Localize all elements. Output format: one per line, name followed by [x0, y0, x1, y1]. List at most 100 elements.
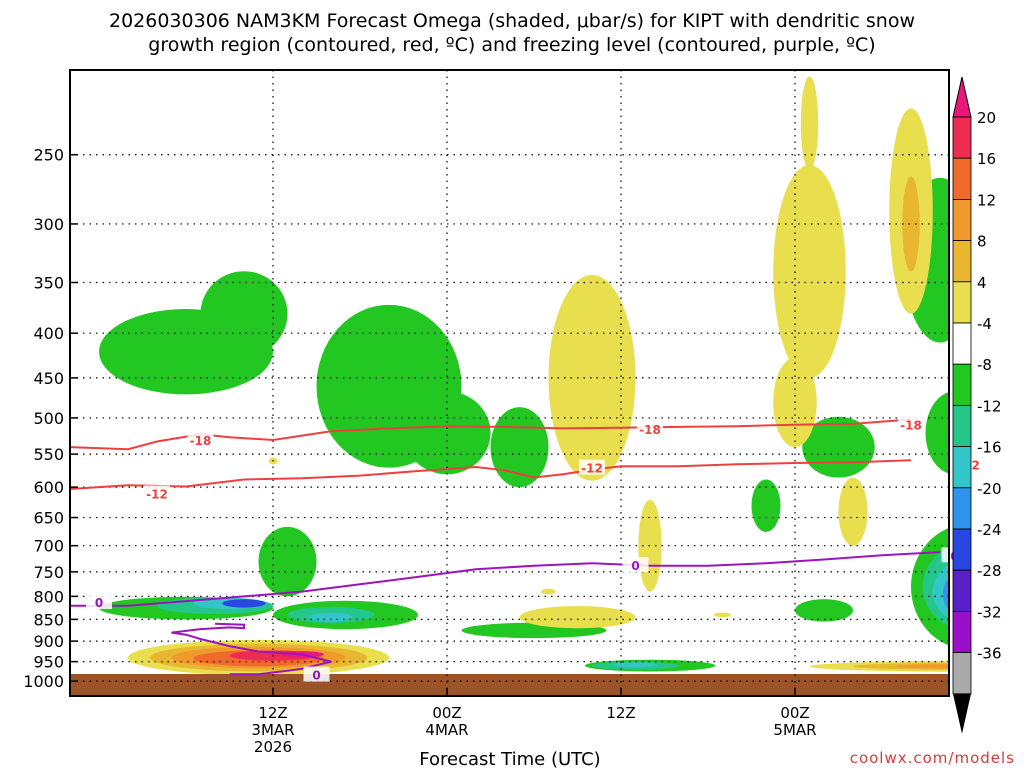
colorbar-label-4: 4	[977, 274, 987, 292]
contour-label-0-1: 0	[631, 559, 639, 573]
x-tick-label-18-1: 4MAR	[425, 721, 468, 739]
contour-label-bg-0-1	[637, 421, 663, 437]
contour-label-bg-3-0	[303, 666, 330, 682]
colorbar-label-8: -16	[977, 439, 1002, 457]
omega-region-29	[932, 564, 949, 619]
omega-region-24	[795, 599, 853, 622]
omega-region-62	[896, 664, 949, 669]
colorbar-label-10: -24	[977, 521, 1002, 539]
colorbar-label-5: -4	[977, 315, 992, 333]
omega-region-4	[403, 391, 491, 475]
colorbar-legend: 20 16 12 8 4 -4 -8 -12 -16 -20 -24 -28 -32 -36	[952, 76, 1002, 734]
contour-label--18-2: -18	[900, 419, 922, 433]
colorbar-swatch-12	[952, 611, 972, 654]
y-tick-label-350: 350	[33, 273, 64, 292]
y-tick-label-950: 950	[33, 653, 64, 672]
colorbar-label-7: -12	[977, 397, 1002, 415]
contour-label--12-0: -12	[146, 487, 168, 501]
omega-region-19	[309, 612, 353, 622]
contour-label-bg-0-0	[187, 432, 214, 448]
x-axis-label: Forecast Time (UTC)	[419, 749, 600, 768]
colorbar-swatch-8	[952, 446, 972, 489]
chart-title-line-2: growth region (contoured, red, ºC) and f…	[148, 34, 875, 56]
omega-region-30	[942, 577, 949, 611]
colorbar-swatch-11	[952, 569, 972, 612]
contour-label--18-0: -18	[190, 434, 212, 448]
y-tick-label-700: 700	[33, 537, 64, 556]
colorbar-swatch-13	[952, 652, 972, 695]
y-tick-label-550: 550	[33, 445, 64, 464]
x-tick-label-6-0: 12Z	[258, 704, 287, 722]
colorbar-label-2: 12	[977, 191, 996, 209]
colorbar-label-3: 8	[977, 233, 987, 251]
omega-region-38	[584, 374, 629, 461]
y-tick-label-650: 650	[33, 509, 64, 528]
colorbar-label-11: -28	[977, 562, 1002, 580]
credit-text: coolwx.com/models	[850, 749, 1015, 767]
y-tick-label-850: 850	[33, 610, 64, 629]
colorbar-swatch-6	[952, 363, 972, 406]
y-tick-label-600: 600	[33, 478, 64, 497]
contour-label-bg-2-0	[86, 594, 112, 610]
colorbar-label-6: -8	[977, 356, 992, 374]
colorbar-swatch-7	[952, 404, 972, 447]
omega-region-5	[490, 407, 549, 488]
colorbar-swatch-2	[952, 198, 972, 241]
y-tick-label-400: 400	[33, 324, 64, 343]
x-tick-label-6-2: 2026	[254, 738, 292, 756]
x-tick-label-6-1: 3MAR	[251, 721, 294, 739]
omega-region-39	[773, 165, 846, 378]
colorbar-label-1: 16	[977, 150, 996, 168]
plot-border	[69, 69, 950, 697]
omega-region-36	[638, 499, 662, 592]
omega-region-7	[751, 479, 781, 532]
contour-0	[70, 551, 941, 607]
omega-region-52	[541, 588, 556, 595]
omega-region-49	[800, 76, 819, 170]
colorbar-label-12: -32	[977, 603, 1002, 621]
colorbar-swatch-3	[952, 240, 972, 283]
colorbar-swatch-5	[952, 322, 972, 365]
y-tick-label-750: 750	[33, 563, 64, 582]
contour-0-lower	[171, 622, 332, 676]
ground-surface	[70, 674, 949, 696]
colorbar-top-arrow	[952, 76, 972, 118]
gridlines	[70, 70, 949, 696]
contour-label-bg-1-1	[579, 459, 605, 475]
y-tick-label-900: 900	[33, 632, 64, 651]
colorbar-swatch-4	[952, 281, 972, 324]
contour-label-bg-2-1	[622, 557, 649, 573]
y-tick-label-450: 450	[33, 369, 64, 388]
contour-label--12-1: -12	[581, 462, 603, 476]
x-tick-label-30-0: 12Z	[606, 704, 635, 722]
contour-layer: -18-18-18-12-12-120000	[69, 416, 982, 683]
omega-region-41	[838, 477, 868, 546]
colorbar-swatch-0	[952, 116, 972, 159]
omega-region-15	[222, 599, 266, 608]
y-tick-label-250: 250	[33, 146, 64, 165]
omega-region-11	[925, 392, 949, 474]
contour-label-0-lower-0: 0	[312, 669, 320, 683]
colorbar-swatch-9	[952, 487, 972, 530]
y-axis-ticks: 250 300 350 400 450 500 550 600 650 700 750 800 850 9…	[23, 146, 78, 691]
colorbar-label-0: 20	[977, 109, 996, 127]
omega-region-37	[519, 606, 636, 629]
colorbar-swatch-1	[952, 157, 972, 200]
y-tick-label-1000: 1000	[23, 672, 64, 691]
omega-region-2	[200, 271, 288, 357]
omega-region-23	[613, 662, 658, 668]
x-tick-label-18-0: 00Z	[432, 704, 461, 722]
contour-label-bg-0-2	[898, 416, 924, 432]
omega-region-53	[713, 612, 732, 618]
contour--12	[69, 459, 912, 490]
contour--18	[69, 418, 912, 451]
colorbar-swatch-10	[952, 528, 972, 571]
contour-label--18-1: -18	[639, 423, 661, 437]
contour-label-0-0: 0	[95, 596, 103, 610]
omega-region-43	[902, 176, 920, 272]
colorbar-bottom-arrow	[953, 693, 971, 734]
x-tick-label-42-0: 00Z	[780, 704, 809, 722]
x-tick-label-42-1: 5MAR	[773, 721, 816, 739]
